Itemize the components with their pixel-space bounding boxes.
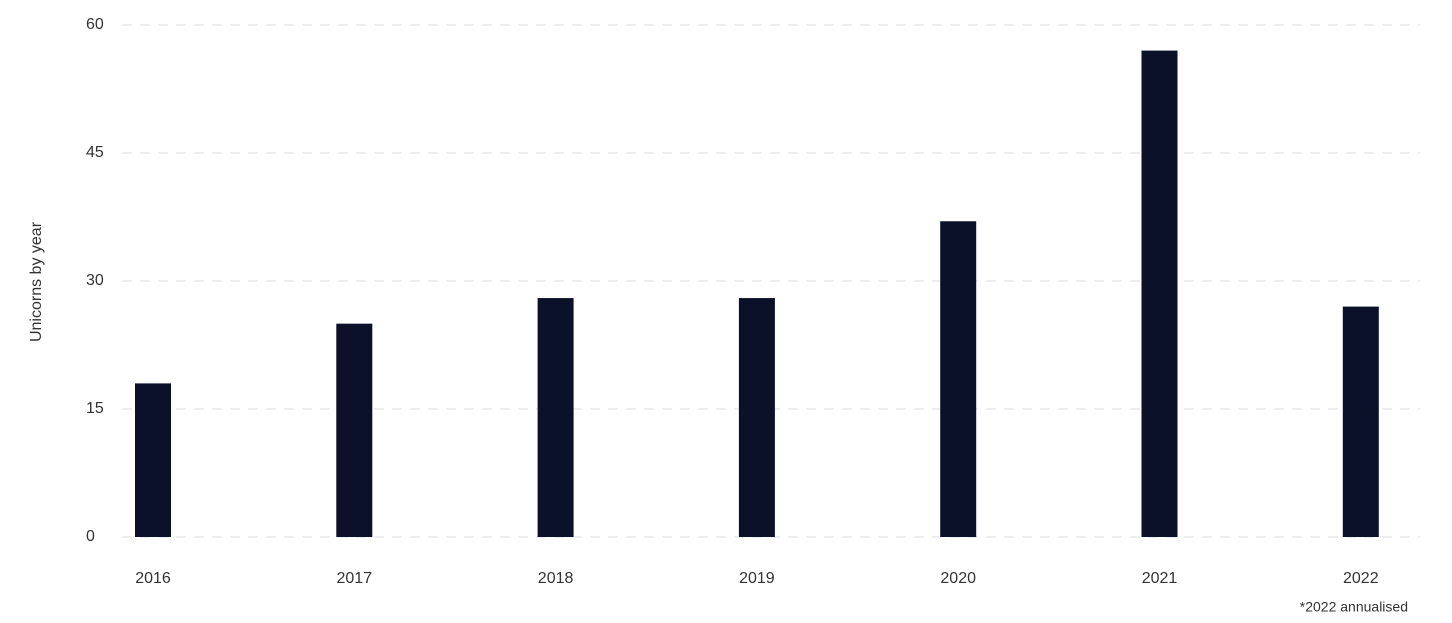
bar bbox=[336, 323, 373, 537]
bar bbox=[135, 383, 171, 537]
y-tick-label: 30 bbox=[86, 272, 104, 289]
x-tick-label: 2022 bbox=[1343, 570, 1379, 587]
y-tick-label: 60 bbox=[86, 16, 104, 33]
y-tick-label: 45 bbox=[86, 144, 104, 161]
y-axis-label: Unicorns by year bbox=[28, 221, 45, 342]
x-tick-label: 2021 bbox=[1142, 570, 1178, 587]
bar bbox=[1141, 50, 1178, 537]
bar bbox=[1342, 306, 1379, 537]
footnote: *2022 annualised bbox=[1300, 599, 1408, 615]
x-tick-label: 2018 bbox=[538, 570, 574, 587]
x-tick-label: 2016 bbox=[135, 570, 171, 587]
bar bbox=[738, 298, 775, 537]
bar bbox=[940, 221, 977, 537]
y-tick-label: 0 bbox=[86, 528, 95, 545]
bar bbox=[537, 298, 574, 537]
x-tick-label: 2017 bbox=[337, 570, 373, 587]
x-tick-label: 2020 bbox=[940, 570, 976, 587]
x-tick-label: 2019 bbox=[739, 570, 775, 587]
y-tick-label: 15 bbox=[86, 400, 104, 417]
